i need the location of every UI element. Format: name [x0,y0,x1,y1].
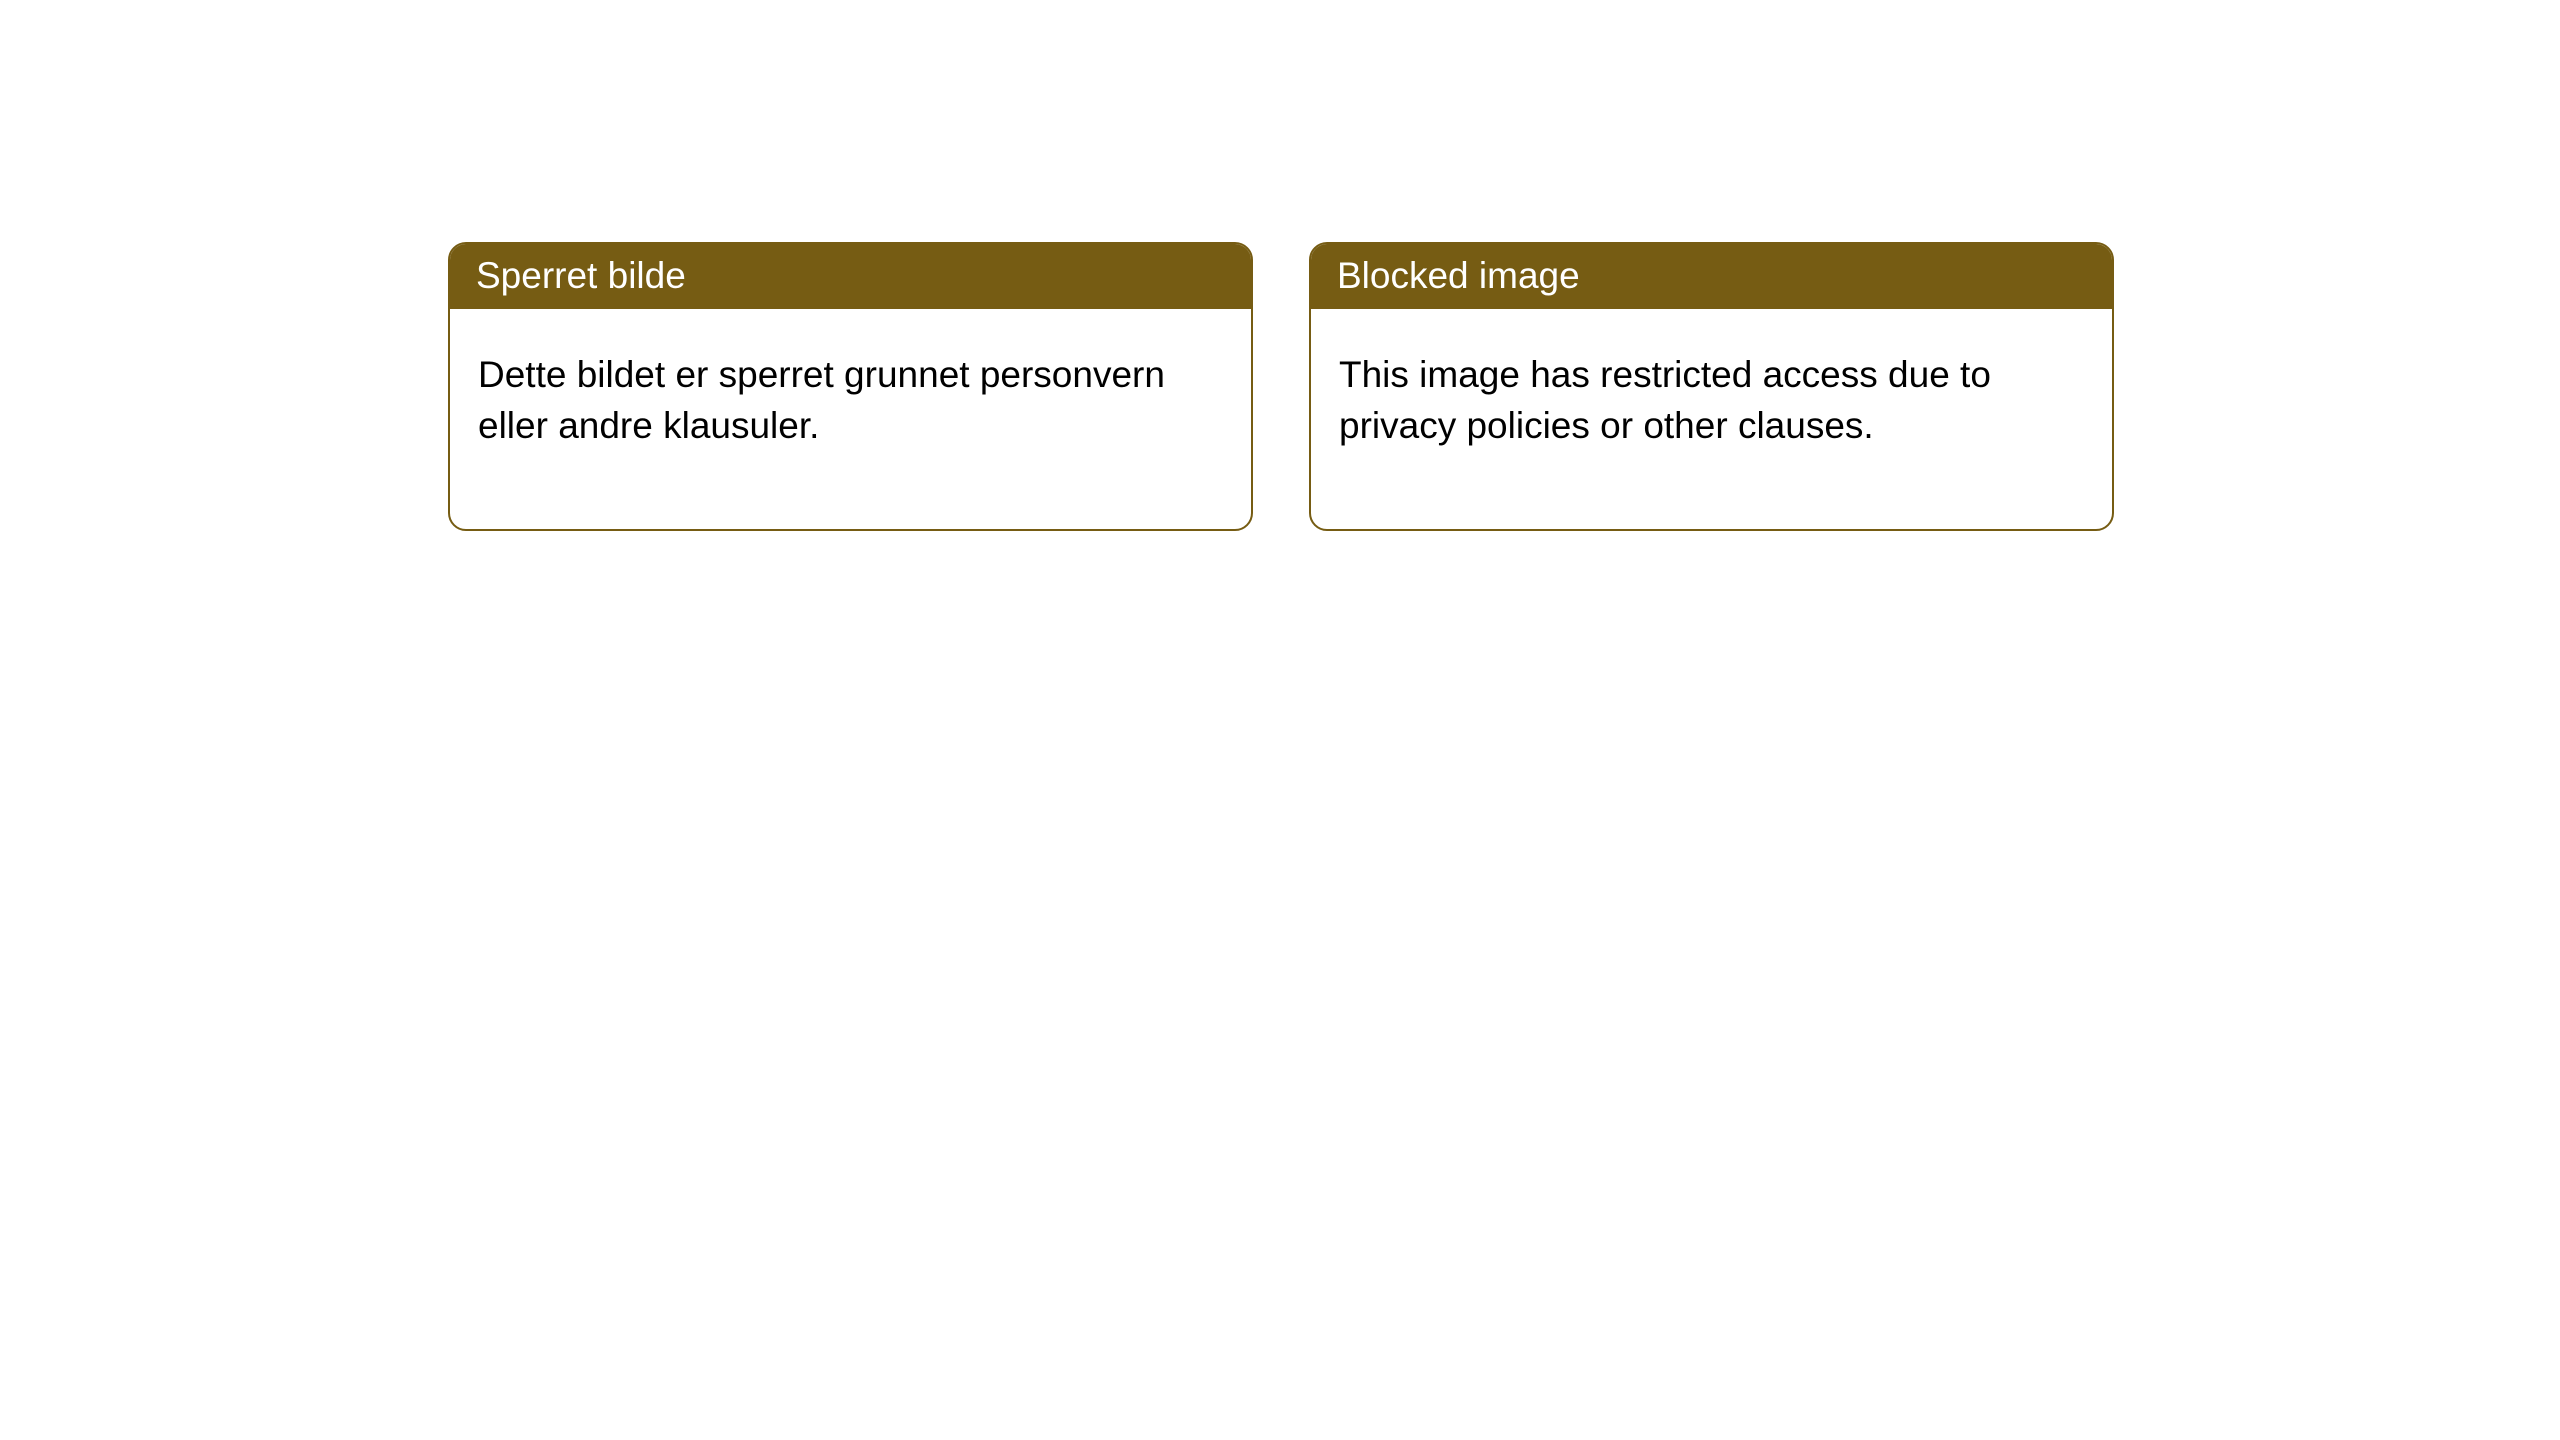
blocked-image-card-en: Blocked image This image has restricted … [1309,242,2114,531]
blocked-image-card-no: Sperret bilde Dette bildet er sperret gr… [448,242,1253,531]
card-body: Dette bildet er sperret grunnet personve… [450,309,1251,529]
card-header: Sperret bilde [450,244,1251,309]
card-body: This image has restricted access due to … [1311,309,2112,529]
card-container: Sperret bilde Dette bildet er sperret gr… [0,0,2560,531]
card-header: Blocked image [1311,244,2112,309]
